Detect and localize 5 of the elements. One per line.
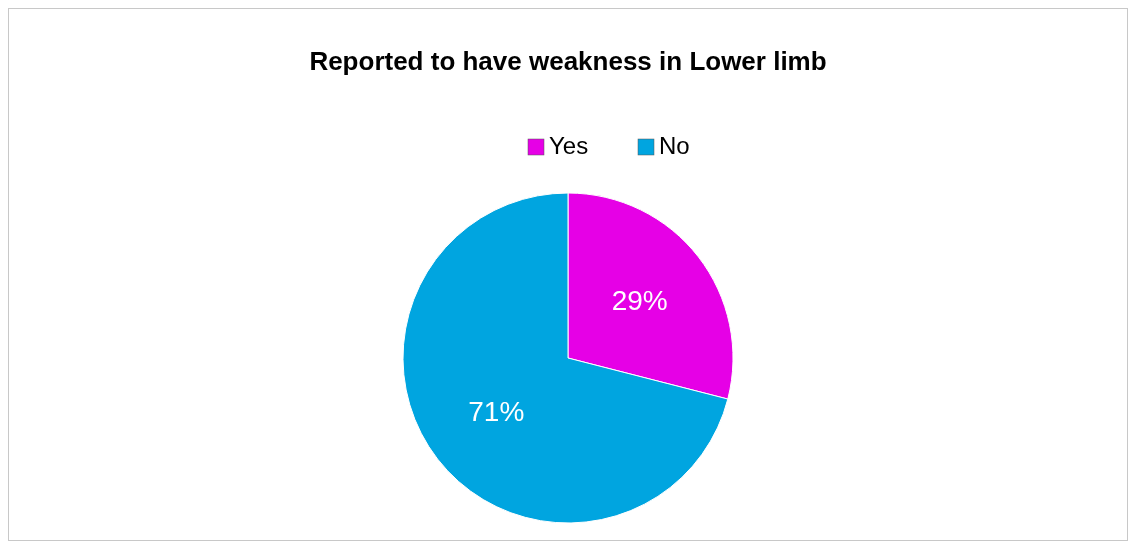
data-label: 71% bbox=[468, 396, 525, 428]
legend-label: Yes bbox=[549, 132, 589, 160]
legend-label: No bbox=[659, 132, 690, 160]
data-label: 29% bbox=[611, 284, 668, 316]
chart-title: Reported to have weakness in Lower limb bbox=[309, 46, 827, 76]
